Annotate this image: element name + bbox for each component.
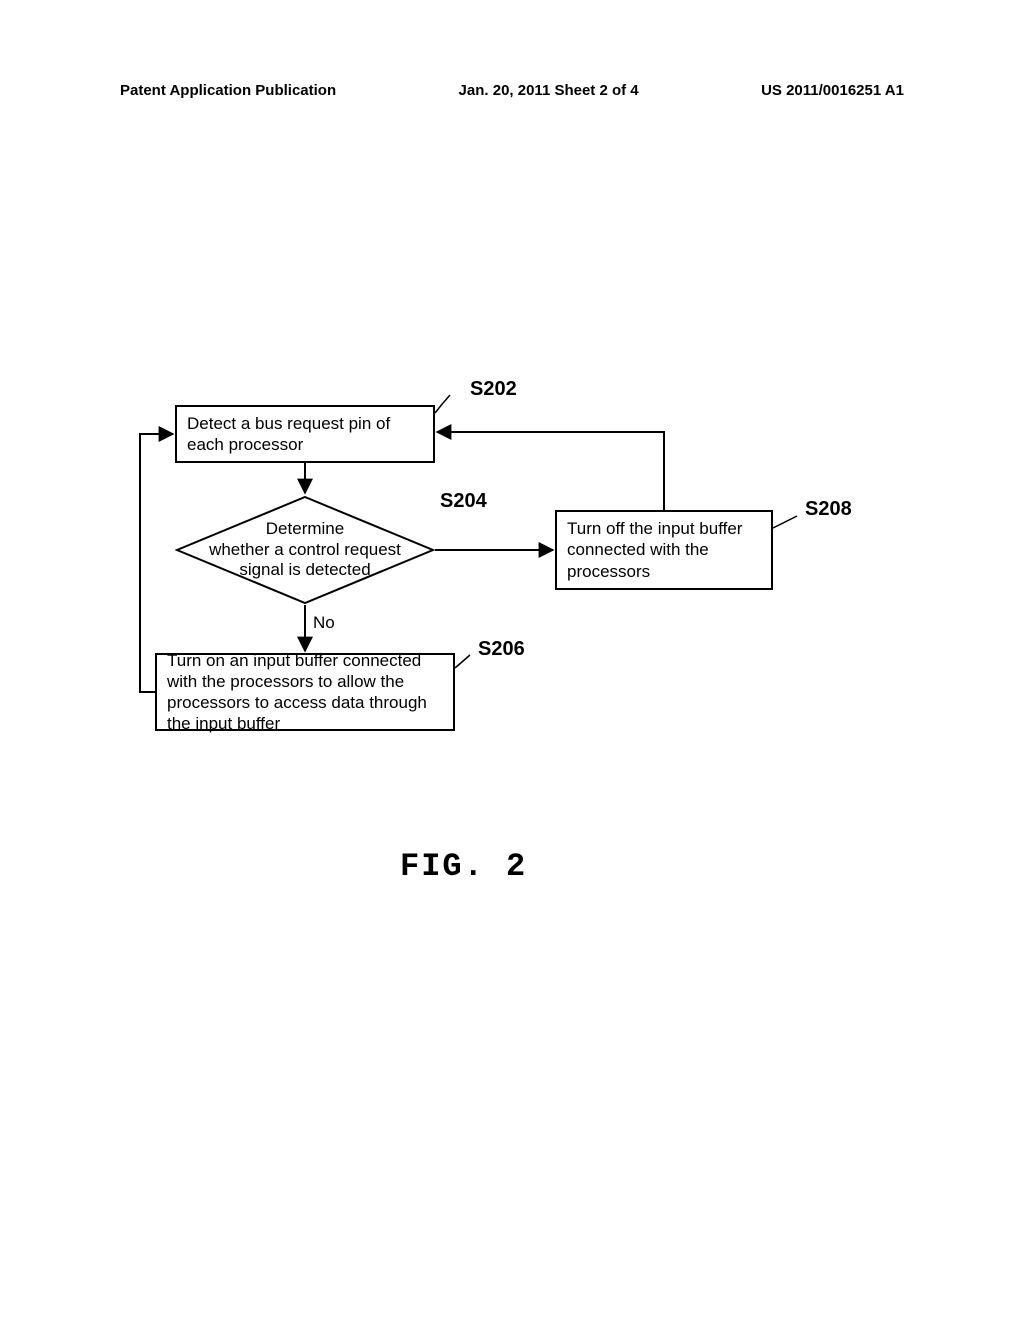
flowchart-canvas: Detect a bus request pin of each process… (0, 0, 1024, 1320)
label-s202: S202 (470, 378, 517, 401)
node-s204-text: Determinewhether a control requestsignal… (175, 495, 435, 605)
label-s204: S204 (440, 490, 487, 513)
node-s208-text: Turn off the input buffer connected with… (567, 518, 761, 582)
node-s202-text: Detect a bus request pin of each process… (187, 413, 423, 456)
label-s208: S208 (805, 498, 852, 521)
node-s204: Determinewhether a control requestsignal… (175, 495, 435, 605)
node-s208: Turn off the input buffer connected with… (555, 510, 773, 590)
figure-label: FIG. 2 (400, 848, 527, 885)
node-s206-text: Turn on an input buffer connected with t… (167, 650, 443, 735)
label-s206: S206 (478, 638, 525, 661)
edge-label-yes: No (313, 613, 335, 633)
node-s206: Turn on an input buffer connected with t… (155, 653, 455, 731)
node-s202: Detect a bus request pin of each process… (175, 405, 435, 463)
